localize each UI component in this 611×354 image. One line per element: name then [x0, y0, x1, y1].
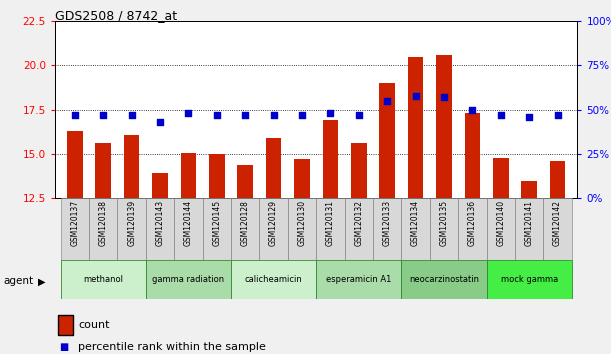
Text: GDS2508 / 8742_at: GDS2508 / 8742_at — [55, 9, 177, 22]
Point — [70, 112, 80, 118]
Point — [155, 119, 165, 125]
Bar — [60, 198, 89, 260]
Bar — [146, 260, 231, 299]
Text: GSM120145: GSM120145 — [212, 200, 221, 246]
Bar — [152, 173, 168, 198]
Text: GSM120134: GSM120134 — [411, 200, 420, 246]
Point — [326, 110, 335, 116]
Text: GSM120141: GSM120141 — [525, 200, 533, 246]
Bar — [351, 143, 367, 198]
Point — [524, 114, 534, 120]
Point — [183, 110, 193, 116]
Bar — [486, 260, 572, 299]
Text: GSM120130: GSM120130 — [298, 200, 307, 246]
Bar — [316, 260, 401, 299]
Bar — [288, 198, 316, 260]
Text: neocarzinostatin: neocarzinostatin — [409, 275, 479, 284]
Text: GSM120129: GSM120129 — [269, 200, 278, 246]
Bar — [408, 57, 423, 198]
Bar — [266, 138, 282, 198]
Text: ▶: ▶ — [38, 276, 45, 286]
Text: GSM120138: GSM120138 — [99, 200, 108, 246]
Bar — [95, 143, 111, 198]
Bar — [379, 83, 395, 198]
Bar — [231, 198, 260, 260]
Bar — [430, 198, 458, 260]
Bar — [401, 198, 430, 260]
Text: GSM120132: GSM120132 — [354, 200, 364, 246]
Bar — [124, 135, 139, 198]
Point — [240, 112, 250, 118]
Text: calicheamicin: calicheamicin — [245, 275, 302, 284]
Point — [496, 112, 506, 118]
Text: GSM120136: GSM120136 — [468, 200, 477, 246]
Point — [297, 112, 307, 118]
Bar — [521, 181, 537, 198]
Text: gamma radiation: gamma radiation — [152, 275, 224, 284]
Text: GSM120128: GSM120128 — [241, 200, 250, 246]
Text: esperamicin A1: esperamicin A1 — [326, 275, 392, 284]
Text: percentile rank within the sample: percentile rank within the sample — [78, 342, 266, 352]
Bar — [436, 55, 452, 198]
Point — [552, 112, 562, 118]
Bar — [67, 131, 82, 198]
Bar — [493, 158, 508, 198]
Bar — [401, 260, 486, 299]
Bar — [203, 198, 231, 260]
Text: GSM120140: GSM120140 — [496, 200, 505, 246]
Text: GSM120144: GSM120144 — [184, 200, 193, 246]
Bar — [486, 198, 515, 260]
Bar — [323, 120, 338, 198]
Bar — [464, 113, 480, 198]
Text: GSM120142: GSM120142 — [553, 200, 562, 246]
Point — [439, 95, 449, 100]
Bar — [174, 198, 203, 260]
Bar — [181, 153, 196, 198]
Text: ■: ■ — [59, 342, 69, 352]
Point — [411, 93, 420, 98]
Bar — [60, 260, 146, 299]
Text: GSM120133: GSM120133 — [382, 200, 392, 246]
Point — [269, 112, 279, 118]
Bar — [316, 198, 345, 260]
Bar — [345, 198, 373, 260]
Bar — [231, 260, 316, 299]
Point — [467, 107, 477, 113]
Text: mock gamma: mock gamma — [500, 275, 558, 284]
Text: GSM120137: GSM120137 — [70, 200, 79, 246]
Point — [212, 112, 222, 118]
Text: GSM120139: GSM120139 — [127, 200, 136, 246]
Bar — [209, 154, 225, 198]
Text: GSM120131: GSM120131 — [326, 200, 335, 246]
Bar — [146, 198, 174, 260]
Point — [382, 98, 392, 104]
Text: methanol: methanol — [83, 275, 123, 284]
Bar — [117, 198, 146, 260]
Bar — [550, 161, 565, 198]
Text: GSM120135: GSM120135 — [439, 200, 448, 246]
Text: count: count — [78, 320, 110, 330]
Bar — [515, 198, 543, 260]
Text: GSM120143: GSM120143 — [156, 200, 164, 246]
Bar — [458, 198, 486, 260]
Bar — [89, 198, 117, 260]
Bar — [373, 198, 401, 260]
Bar — [260, 198, 288, 260]
Bar — [543, 198, 572, 260]
Bar — [294, 159, 310, 198]
Point — [354, 112, 364, 118]
Text: agent: agent — [3, 276, 33, 286]
Bar — [238, 165, 253, 198]
Point — [98, 112, 108, 118]
Point — [126, 112, 136, 118]
